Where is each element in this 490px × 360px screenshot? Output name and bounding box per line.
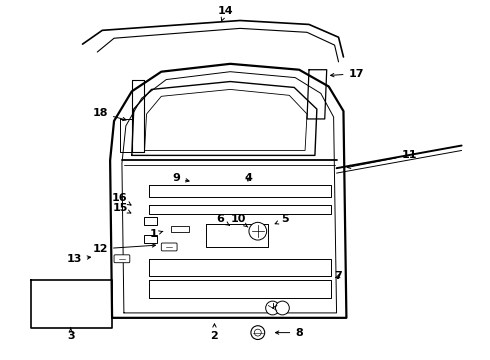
Text: 17: 17 bbox=[331, 69, 364, 79]
Bar bbox=[171, 226, 189, 232]
Text: 12: 12 bbox=[93, 244, 155, 254]
Circle shape bbox=[275, 301, 289, 315]
FancyBboxPatch shape bbox=[114, 255, 130, 263]
Bar bbox=[144, 235, 157, 243]
Text: 3: 3 bbox=[67, 328, 74, 341]
Text: 13: 13 bbox=[67, 254, 91, 264]
Text: 2: 2 bbox=[211, 324, 219, 341]
FancyBboxPatch shape bbox=[161, 243, 177, 251]
Text: 8: 8 bbox=[275, 328, 303, 338]
Circle shape bbox=[251, 326, 265, 339]
Text: 14: 14 bbox=[218, 6, 233, 21]
Text: 16: 16 bbox=[112, 193, 131, 205]
Text: 6: 6 bbox=[217, 215, 229, 225]
Text: 7: 7 bbox=[335, 271, 343, 282]
Circle shape bbox=[249, 222, 267, 240]
Text: 10: 10 bbox=[230, 215, 248, 227]
Text: 15: 15 bbox=[112, 203, 131, 213]
Bar bbox=[144, 217, 157, 225]
Text: 11: 11 bbox=[347, 150, 417, 168]
Circle shape bbox=[266, 301, 279, 315]
Text: 9: 9 bbox=[172, 173, 189, 183]
Text: 5: 5 bbox=[275, 215, 289, 224]
Text: 1: 1 bbox=[149, 229, 163, 239]
Text: 4: 4 bbox=[244, 173, 252, 183]
Circle shape bbox=[254, 329, 261, 336]
Text: 18: 18 bbox=[93, 108, 126, 121]
